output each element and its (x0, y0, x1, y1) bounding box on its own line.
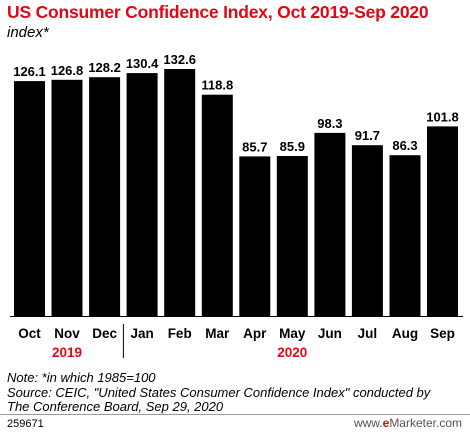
brand-prefix: www. (353, 416, 383, 430)
value-label-oct: 126.1 (13, 64, 46, 79)
chart-notes: Note: *in which 1985=100 Source: CEIC, "… (7, 370, 467, 415)
bar-apr (239, 156, 271, 316)
category-label-sep: Sep (430, 326, 455, 341)
category-label-oct: Oct (18, 326, 41, 341)
source-line: Source: CEIC, "United States Consumer Co… (7, 384, 431, 400)
value-label-jun: 98.3 (317, 116, 342, 131)
chart-id: 259671 (7, 418, 44, 430)
bar-oct (14, 81, 45, 316)
bar-jun (314, 132, 346, 316)
footer-divider (0, 414, 470, 415)
value-label-dec: 128.2 (88, 60, 121, 75)
year-label-2019: 2019 (52, 345, 82, 360)
year-label-2020: 2020 (277, 345, 307, 360)
bar-feb (164, 69, 196, 316)
brand-e: e (382, 416, 390, 430)
category-label-apr: Apr (243, 326, 267, 341)
value-label-jul: 91.7 (355, 128, 380, 143)
category-label-jun: Jun (318, 326, 342, 341)
note-line: Note: *in which 1985=100 (7, 370, 156, 385)
bar-jul (351, 145, 383, 316)
bar-dec (89, 77, 121, 316)
category-label-aug: Aug (392, 326, 418, 341)
emarketer-logo: www.eMarketer.com (354, 416, 462, 430)
bar-jan (126, 73, 158, 316)
value-label-feb: 132.6 (163, 52, 196, 67)
chart-title: US Consumer Confidence Index, Oct 2019-S… (7, 2, 429, 22)
bar-may (276, 156, 308, 316)
chart-subtitle: index* (7, 24, 49, 41)
category-label-may: May (279, 326, 306, 341)
category-label-nov: Nov (54, 326, 80, 341)
brand-rest: Marketer.com (389, 416, 462, 430)
value-label-mar: 118.8 (201, 78, 233, 93)
category-label-jul: Jul (358, 326, 378, 341)
category-label-mar: Mar (205, 326, 230, 341)
value-label-apr: 85.7 (242, 139, 267, 154)
bar-aug (389, 155, 421, 316)
source-line-continued: The Conference Board, Sep 29, 2020 (7, 399, 224, 414)
bar-sep (427, 126, 458, 317)
bar-chart: 126.1 Oct 126.8 Nov 128.2 Dec 130.4 Jan 132.6 Feb… (10, 52, 463, 360)
category-label-jan: Jan (130, 326, 153, 341)
value-label-may: 85.9 (280, 139, 305, 154)
category-label-feb: Feb (168, 326, 192, 341)
bar-mar (201, 94, 233, 316)
category-label-dec: Dec (92, 326, 117, 341)
value-label-nov: 126.8 (51, 63, 84, 78)
value-label-sep: 101.8 (426, 109, 459, 124)
value-label-jan: 130.4 (126, 56, 159, 71)
bar-nov (51, 79, 83, 316)
value-label-aug: 86.3 (392, 138, 417, 153)
